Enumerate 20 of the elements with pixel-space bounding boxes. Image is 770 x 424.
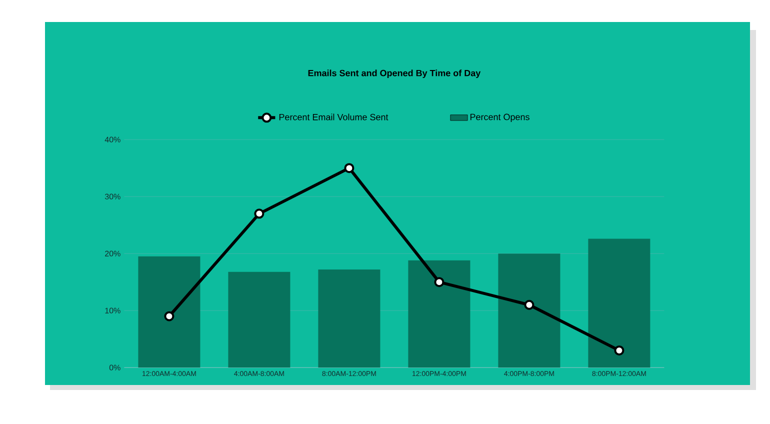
y-tick-label: 10% bbox=[105, 308, 120, 314]
bar bbox=[408, 260, 470, 368]
point bbox=[254, 208, 264, 219]
y-tick-label: 30% bbox=[104, 194, 120, 200]
y-tick-label: 20% bbox=[105, 250, 120, 256]
bar bbox=[498, 254, 560, 368]
y-tick-label: 0% bbox=[109, 364, 120, 370]
legend-label: Percent Email Volume Sent bbox=[279, 114, 388, 120]
bar bbox=[138, 256, 200, 368]
bar bbox=[318, 270, 380, 368]
point bbox=[434, 277, 444, 288]
point bbox=[164, 311, 174, 322]
chart-title: Emails Sent and Opened By Time of Day bbox=[308, 70, 481, 78]
legend-label: Percent Opens bbox=[470, 114, 530, 122]
point bbox=[524, 300, 534, 310]
point bbox=[614, 345, 624, 356]
bar bbox=[588, 238, 650, 368]
y-tick-label: 40% bbox=[104, 136, 120, 142]
point bbox=[344, 163, 354, 174]
bar bbox=[228, 272, 290, 368]
